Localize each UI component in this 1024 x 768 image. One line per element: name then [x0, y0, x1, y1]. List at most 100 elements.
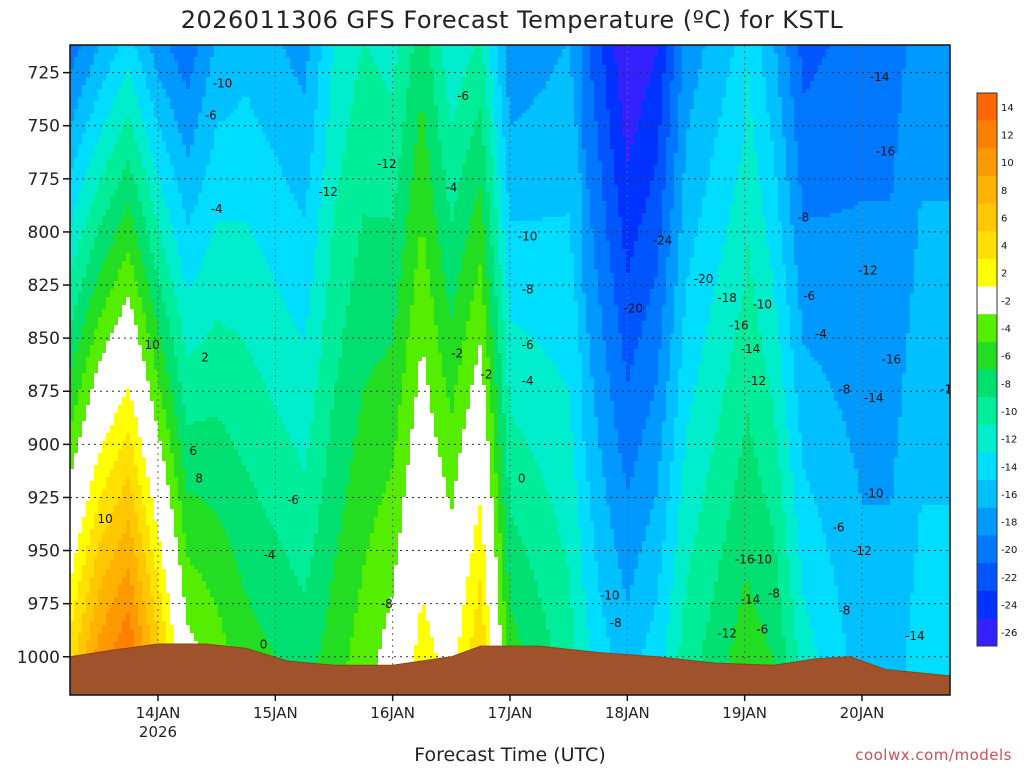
- colorbar-label: -8: [1001, 379, 1011, 390]
- contour-label: -6: [205, 108, 217, 122]
- colorbar-label: -6: [1001, 352, 1011, 363]
- contour-label: -16: [940, 382, 960, 396]
- y-tick-label: 800: [28, 223, 60, 243]
- colorbar-swatch: [977, 258, 997, 287]
- contour-label: 6: [189, 444, 197, 458]
- colorbar-swatch: [977, 341, 997, 370]
- colorbar-swatch: [977, 369, 997, 398]
- temperature-field: [70, 45, 950, 695]
- contour-label: -4: [445, 181, 457, 195]
- colorbar-swatch: [977, 452, 997, 481]
- contour-label: -16: [882, 353, 902, 367]
- x-tick-label: 15JAN: [253, 704, 298, 722]
- credit-link[interactable]: coolwx.com/models: [855, 746, 1012, 764]
- colorbar-swatch: [977, 203, 997, 232]
- colorbar-label: 10: [1001, 158, 1014, 169]
- y-axis: 725 750 775 800 825 850 875 900 925 950 975 1000: [17, 64, 70, 668]
- colorbar-label: -22: [1001, 573, 1017, 584]
- contour-label: -12: [377, 157, 397, 171]
- contour-label: -8: [797, 210, 809, 224]
- y-tick-label: 750: [28, 117, 60, 137]
- contour-label: -20: [694, 272, 714, 286]
- colorbar-swatch: [977, 480, 997, 509]
- x-tick-sublabel: 2026: [139, 723, 177, 741]
- colorbar-swatch: [977, 590, 997, 619]
- colorbar-label: -20: [1001, 545, 1017, 556]
- colorbar: 14 12 10 8 6 4 2 -2 -4 -6 -8 -10 -12 -14 -16 -18 -20 -22 -…: [976, 92, 1017, 647]
- contour-label: -10: [600, 588, 620, 602]
- contour-label: -4: [211, 202, 223, 216]
- contour-label: -14: [952, 336, 972, 350]
- y-tick-label: 875: [28, 382, 60, 402]
- colorbar-swatch: [977, 175, 997, 204]
- contour-label: -8: [610, 616, 622, 630]
- y-tick-label: 725: [28, 64, 60, 84]
- y-tick-label: 925: [28, 488, 60, 508]
- contour-label: -14: [864, 391, 884, 405]
- contour-label: -14: [741, 342, 761, 356]
- x-tick-label: 16JAN: [370, 704, 415, 722]
- contour-label: -6: [457, 89, 469, 103]
- contour-label: 2: [201, 351, 209, 365]
- contour-label: -6: [833, 520, 845, 534]
- contour-label: -2: [481, 367, 493, 381]
- terrain-surface: [70, 643, 950, 695]
- contour-label: -6: [522, 338, 534, 352]
- contour-label: -16: [729, 319, 749, 333]
- colorbar-label: -26: [1001, 628, 1017, 639]
- contour-label: -6: [756, 622, 768, 636]
- contour-label: -20: [623, 302, 643, 316]
- colorbar-swatch: [977, 93, 997, 121]
- contour-label: -4: [522, 374, 534, 388]
- contour-label: -18: [717, 291, 737, 305]
- contour-label: -14: [741, 593, 761, 607]
- colorbar-label: 4: [1001, 241, 1007, 252]
- colorbar-label: 14: [1001, 103, 1014, 114]
- contour-label: -8: [522, 283, 534, 297]
- y-tick-label: 775: [28, 170, 60, 190]
- contour-label: 0: [518, 472, 526, 486]
- colorbar-swatch: [977, 507, 997, 536]
- x-axis-title: Forecast Time (UTC): [414, 744, 606, 766]
- contour-label: -12: [858, 263, 878, 277]
- contour-label: -8: [381, 597, 393, 611]
- grid-lines: [70, 45, 950, 695]
- colorbar-swatch: [977, 563, 997, 591]
- contour-label: -14: [870, 70, 890, 84]
- colorbar-label: -18: [1001, 518, 1017, 529]
- contour-label: -10: [864, 486, 884, 500]
- colorbar-swatch: [977, 618, 997, 647]
- chart-title: 2026011306 GFS Forecast Temperature (ºC)…: [180, 6, 844, 34]
- colorbar-frame: [976, 92, 998, 647]
- contour-label: -8: [838, 603, 850, 617]
- x-tick-label: 17JAN: [488, 704, 533, 722]
- colorbar-label: -2: [1001, 296, 1011, 307]
- colorbar-label: -10: [1001, 407, 1017, 418]
- colorbar-swatch: [977, 120, 997, 149]
- contour-label: -10: [213, 76, 233, 90]
- contour-label: -24: [653, 234, 673, 248]
- terrain: [70, 643, 950, 695]
- contour-label: -8: [838, 382, 850, 396]
- contour-label: -16: [876, 144, 896, 158]
- y-tick-label: 825: [28, 276, 60, 296]
- y-tick-label: 950: [28, 542, 60, 562]
- contour-label: 8: [195, 472, 203, 486]
- colorbar-label: -4: [1001, 324, 1011, 335]
- contour-label: 0: [260, 637, 268, 651]
- colorbar-swatch: [977, 424, 997, 453]
- contour-label: -16: [735, 552, 755, 566]
- contour-label: 10: [144, 338, 159, 352]
- x-tick-label: 14JAN: [136, 704, 181, 722]
- colorbar-label: 6: [1001, 213, 1007, 224]
- x-tick-label: 18JAN: [605, 704, 650, 722]
- contour-label: -8: [768, 586, 780, 600]
- contour-label: -12: [717, 627, 737, 641]
- contour-label: 10: [98, 512, 113, 526]
- contour-label: -10: [518, 229, 538, 243]
- contour-label: -4: [263, 548, 275, 562]
- colorbar-swatch: [977, 397, 997, 426]
- colorbar-swatch: [977, 148, 997, 177]
